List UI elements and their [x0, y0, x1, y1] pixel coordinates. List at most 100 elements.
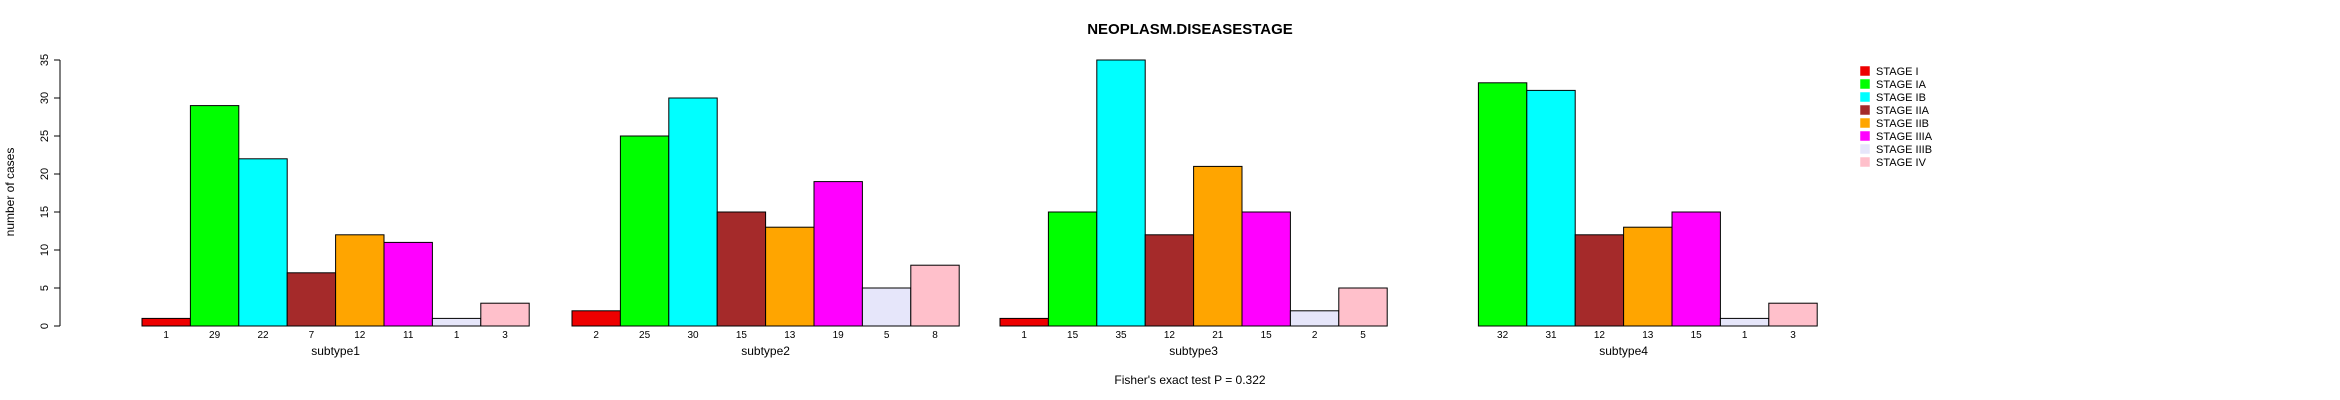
bar-subtype1-stage-iib [335, 234, 385, 327]
bar-subtype4-stage-iv [1768, 302, 1818, 327]
legend-item: STAGE I [1859, 65, 1919, 78]
bar-count-label: 1 [163, 330, 169, 341]
bar-subtype2-stage-i [571, 310, 621, 327]
bar-subtype2-stage-ia [619, 135, 670, 327]
bar-subtype2-stage-iv [910, 264, 960, 327]
legend-label: STAGE IIA [1876, 105, 1930, 117]
y-axis-title: number of cases [3, 148, 17, 237]
bar-count-label: 29 [209, 330, 221, 341]
bar-count-label: 19 [833, 330, 845, 341]
bar-count-label: 15 [1067, 330, 1079, 341]
bar-count-label: 1 [1742, 330, 1748, 341]
legend-label: STAGE I [1876, 66, 1919, 78]
bar-count-label: 1 [454, 330, 460, 341]
bar-count-label: 3 [502, 330, 508, 341]
bar-count-label: 30 [687, 330, 699, 341]
bar-count-label: 31 [1545, 330, 1557, 341]
bar-subtype4-stage-iia [1574, 234, 1625, 327]
legend-item: STAGE IIIA [1859, 130, 1933, 143]
bar-subtype2-stage-iib [765, 226, 815, 327]
bar-subtype4-stage-iiia [1671, 211, 1721, 327]
group-label-subtype4: subtype4 [1599, 344, 1648, 358]
bar-subtype2-stage-ib [668, 97, 718, 327]
bar-count-label: 2 [1312, 330, 1318, 341]
bar-count-label: 12 [1594, 330, 1606, 341]
bar-subtype2-stage-iiia [813, 181, 863, 327]
group-label-subtype3: subtype3 [1169, 344, 1218, 358]
bar-count-label: 5 [884, 330, 890, 341]
bar-count-label: 35 [1115, 330, 1127, 341]
bar-subtype1-stage-ib [238, 158, 288, 327]
legend-item: STAGE IIIB [1859, 143, 1932, 156]
legend-swatch [1859, 91, 1871, 103]
y-tick-label: 35 [39, 54, 51, 66]
bar-subtype2-stage-iia [716, 211, 767, 327]
legend-label: STAGE IB [1876, 92, 1926, 104]
legend-item: STAGE IV [1859, 156, 1927, 169]
bar-count-label: 3 [1790, 330, 1796, 341]
bar-count-label: 25 [639, 330, 651, 341]
y-tick-label: 0 [39, 323, 51, 329]
bar-count-label: 11 [403, 330, 414, 341]
legend-swatch [1859, 130, 1871, 142]
bar-subtype3-stage-iia [1144, 234, 1195, 327]
bar-count-label: 12 [1164, 330, 1176, 341]
bar-subtype1-stage-iiib [431, 317, 482, 327]
bar-count-label: 15 [1261, 330, 1273, 341]
bar-subtype3-stage-iiia [1241, 211, 1291, 327]
legend-label: STAGE IIIB [1876, 144, 1932, 156]
bar-subtype3-stage-iiib [1289, 310, 1340, 327]
bar-count-label: 32 [1497, 330, 1509, 341]
bar-count-label: 1 [1021, 330, 1027, 341]
y-tick-label: 30 [39, 92, 51, 104]
legend-item: STAGE IA [1859, 78, 1927, 91]
bar-count-label: 8 [932, 330, 938, 341]
group-label-subtype1: subtype1 [311, 344, 360, 358]
bar-count-label: 7 [309, 330, 315, 341]
bar-subtype3-stage-ib [1096, 59, 1146, 327]
bar-subtype4-stage-iiib [1719, 317, 1770, 327]
legend-swatch [1859, 143, 1871, 155]
bar-count-label: 12 [354, 330, 366, 341]
bar-subtype3-stage-i [999, 317, 1049, 327]
bar-subtype3-stage-ia [1047, 211, 1098, 327]
y-tick-label: 5 [39, 285, 51, 291]
legend-swatch [1859, 104, 1871, 116]
y-tick-label: 20 [39, 168, 51, 180]
bar-subtype2-stage-iiib [861, 287, 912, 327]
chart-title: NEOPLASM.DISEASESTAGE [1087, 21, 1293, 38]
y-axis: 0 5 10 15 20 25 30 35 [39, 54, 61, 329]
bar-count-label: 21 [1212, 330, 1224, 341]
bar-count-label: 5 [1360, 330, 1366, 341]
legend-label: STAGE IIIA [1876, 131, 1933, 143]
bar-group-subtype3: 1 15 35 12 21 15 2 5 subtype3 [999, 59, 1388, 358]
bar-subtype1-stage-ia [189, 105, 240, 327]
bar-subtype3-stage-iv [1338, 287, 1388, 327]
bar-count-label: 13 [1642, 330, 1654, 341]
bar-subtype4-stage-iib [1623, 226, 1673, 327]
legend-item: STAGE IIA [1859, 104, 1930, 117]
fisher-test-note: Fisher's exact test P = 0.322 [1114, 373, 1265, 387]
bar-count-label: 13 [784, 330, 796, 341]
bar-count-label: 15 [736, 330, 748, 341]
bar-subtype4-stage-ia [1477, 82, 1528, 327]
legend-swatch [1859, 117, 1871, 129]
bar-subtype4-stage-ib [1526, 89, 1576, 327]
bar-count-label: 15 [1691, 330, 1703, 341]
bar-subtype1-stage-iiia [383, 241, 433, 327]
group-label-subtype2: subtype2 [741, 344, 790, 358]
y-tick-label: 25 [39, 130, 51, 142]
legend-item: STAGE IIB [1859, 117, 1929, 130]
legend-label: STAGE IIB [1876, 118, 1929, 130]
bar-group-subtype2: 2 25 30 15 13 19 5 8 subtype2 [571, 97, 960, 358]
legend-swatch [1859, 78, 1871, 90]
legend-label: STAGE IA [1876, 79, 1927, 91]
legend-swatch [1859, 156, 1871, 168]
legend-item: STAGE IB [1859, 91, 1926, 104]
bar-subtype1-stage-i [141, 317, 191, 327]
